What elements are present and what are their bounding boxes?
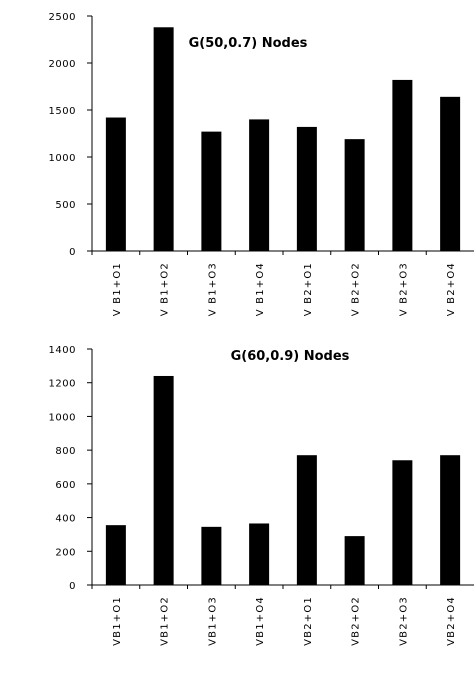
x-category-label: V B1+O3 bbox=[207, 262, 218, 316]
x-category-label: VB1+O1 bbox=[112, 596, 123, 646]
y-tick-label: 1500 bbox=[49, 106, 76, 117]
y-tick-label: 1000 bbox=[49, 412, 76, 423]
bar-vb1-o3 bbox=[201, 131, 222, 251]
x-category-label: V B1+O4 bbox=[255, 262, 266, 316]
chart-title: G(50,0.7) Nodes bbox=[189, 36, 308, 51]
x-category-label: V B2+O3 bbox=[398, 262, 409, 316]
x-category-label: V B2+O1 bbox=[303, 262, 314, 316]
x-category-label: V B2+O4 bbox=[446, 262, 457, 316]
x-category-label: VB2+O3 bbox=[398, 596, 409, 646]
x-category-label: VB1+O2 bbox=[160, 596, 171, 646]
y-tick-label: 200 bbox=[55, 547, 76, 558]
y-tick-label: 600 bbox=[55, 480, 76, 491]
chart-1: 0 500 1000 1500 2000 2500 V B1+O1 V B1+O2 V B1+O… bbox=[49, 12, 474, 316]
y-tick-label: 0 bbox=[69, 581, 76, 592]
y-tick-label: 500 bbox=[55, 200, 76, 211]
bar-vb1-o4 bbox=[249, 119, 270, 252]
bar-vb1-o3 bbox=[201, 526, 222, 585]
bar-vb2-o3 bbox=[392, 79, 413, 251]
y-tick-label: 2000 bbox=[49, 59, 76, 70]
bar-vb2-o1 bbox=[296, 455, 317, 585]
bar-vb2-o4 bbox=[440, 455, 461, 585]
x-category-label: VB2+O4 bbox=[446, 596, 457, 646]
y-tick-label: 400 bbox=[55, 514, 76, 525]
bar-vb2-o2 bbox=[344, 139, 365, 251]
bar-vb1-o2 bbox=[153, 375, 174, 585]
x-category-label: V B1+O2 bbox=[160, 262, 171, 316]
x-category-label: V B1+O1 bbox=[112, 262, 123, 316]
bar-vb2-o3 bbox=[392, 460, 413, 585]
bar-vb1-o4 bbox=[249, 523, 270, 585]
y-tick-label: 2500 bbox=[49, 12, 76, 23]
y-tick-label: 1200 bbox=[49, 379, 76, 390]
bar-vb2-o2 bbox=[344, 536, 365, 585]
chart-title: G(60,0.9) Nodes bbox=[231, 349, 350, 364]
x-category-label: V B2+O2 bbox=[351, 262, 362, 316]
y-tick-label: 1400 bbox=[49, 345, 76, 356]
x-category-label: VB1+O3 bbox=[207, 596, 218, 646]
y-tick-label: 1000 bbox=[49, 153, 76, 164]
bar-vb1-o1 bbox=[105, 117, 126, 252]
x-category-label: VB1+O4 bbox=[255, 596, 266, 646]
bar-vb2-o1 bbox=[296, 126, 317, 251]
y-tick-label: 800 bbox=[55, 446, 76, 457]
bar-vb1-o2 bbox=[153, 27, 174, 252]
bar-vb2-o4 bbox=[440, 96, 461, 251]
bar-vb1-o1 bbox=[105, 525, 126, 585]
chart-2: 0 200 400 600 800 1000 1200 1400 VB1+O1 VB1+O2 VB1… bbox=[49, 345, 474, 646]
x-category-label: VB2+O1 bbox=[303, 596, 314, 646]
y-tick-label: 0 bbox=[69, 247, 76, 258]
x-category-label: VB2+O2 bbox=[351, 596, 362, 646]
